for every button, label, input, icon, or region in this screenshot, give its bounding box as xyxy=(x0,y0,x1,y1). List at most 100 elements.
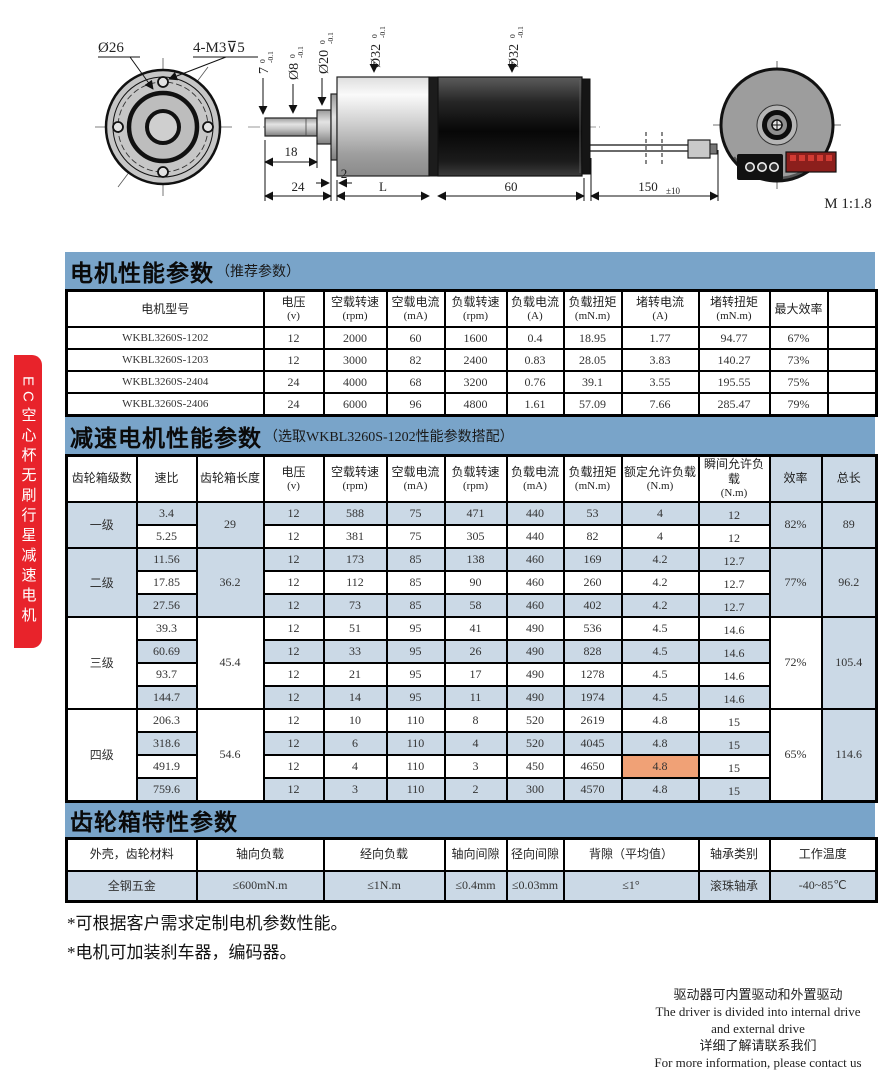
cell: 15 xyxy=(697,776,771,803)
footnote: *电机可加装刹车器，编码器。 xyxy=(67,942,297,962)
cell-empty xyxy=(826,370,878,394)
cell: 3 xyxy=(443,753,508,779)
cell: 6000 xyxy=(322,392,388,417)
table-row: 二级 11.56 36.2 12 173 85 138 460 169 4.2 … xyxy=(65,546,878,618)
cell: 60 xyxy=(385,326,446,350)
cell: 300 xyxy=(505,776,565,803)
cell: 4.5 xyxy=(620,661,700,687)
cell: 15 xyxy=(697,707,771,733)
cell: 滚珠轴承 xyxy=(697,869,771,903)
cell-efficiency: 65% xyxy=(768,707,823,803)
cell: 173 xyxy=(322,546,388,572)
dim-60-label: 60 xyxy=(505,179,518,194)
cell: 4 xyxy=(620,500,700,526)
dim-24-label: 24 xyxy=(292,179,306,194)
cell: 4800 xyxy=(443,392,508,417)
cell: 11.56 xyxy=(135,546,198,572)
horizontal-dims xyxy=(264,140,719,201)
cell-stage: 四级 xyxy=(65,707,138,803)
cell: 85 xyxy=(385,546,446,572)
gearbox-characteristics-table: 外壳，齿轮材料 轴向负载 经向负载 轴向间隙 径向间隙 背隙（平均值） 轴承类别… xyxy=(65,836,878,903)
cell: 12 xyxy=(262,592,325,618)
cell: 4650 xyxy=(562,753,623,779)
header-row: 齿轮箱级数 速比 齿轮箱长度 电压 (v) 空载转速 (rpm) 空载电流 (mA) … xyxy=(65,454,878,503)
cell: 2 xyxy=(443,776,508,803)
cell: 520 xyxy=(505,707,565,733)
svg-text:Ø32: Ø32 xyxy=(507,44,522,68)
cell-stage: 三级 xyxy=(65,615,138,710)
table-row: 5.25 12 381 75 305 440 82 4 12 xyxy=(67,523,877,549)
cell: 402 xyxy=(562,592,623,618)
cell: 10 xyxy=(322,707,388,733)
cell: 15 xyxy=(697,730,771,756)
dim-2-label: 2 xyxy=(341,166,348,181)
cell-total-length: 96.2 xyxy=(820,546,878,618)
cell: 490 xyxy=(505,661,565,687)
driver-note: 驱动器可内置驱动和外置驱动 The driver is divided into… xyxy=(624,986,892,1071)
cell: 12 xyxy=(262,569,325,595)
footnote: *可根据客户需求定制电机参数性能。 xyxy=(67,913,348,933)
cell-gearbox-length: 29 xyxy=(195,500,265,549)
cell: 12 xyxy=(262,730,325,756)
cell: 110 xyxy=(385,776,446,803)
svg-text:-0.1: -0.1 xyxy=(378,26,387,38)
cell: 450 xyxy=(505,753,565,779)
cell: 110 xyxy=(385,730,446,756)
header-cell: 电机型号 xyxy=(65,289,265,328)
cell: 12 xyxy=(262,638,325,664)
screw-hole xyxy=(157,76,169,88)
cell-gearbox-length: 54.6 xyxy=(195,707,265,803)
cell: ≤0.4mm xyxy=(443,869,508,903)
svg-text:-0.1: -0.1 xyxy=(296,46,305,58)
table-row: 四级 206.3 54.6 12 10 110 8 520 2619 4.8 1… xyxy=(65,707,878,803)
cell: 39.3 xyxy=(135,615,198,641)
cell: 169 xyxy=(562,546,623,572)
gearmotor-performance-table: 齿轮箱级数 速比 齿轮箱长度 电压 (v) 空载转速 (rpm) 空载电流 (mA) … xyxy=(65,454,878,803)
cell: 3 xyxy=(322,776,388,803)
cell: 12 xyxy=(262,546,325,572)
header-cell: 负载电流 (A) xyxy=(505,289,565,328)
cell: 82 xyxy=(385,348,446,372)
cell: 3.83 xyxy=(620,348,700,372)
cell: 68 xyxy=(385,370,446,394)
header-cell: 轴向负载 xyxy=(195,837,325,872)
cell: 12 xyxy=(262,707,325,733)
header-cell: 经向负载 xyxy=(322,837,446,872)
driver-note-line: For more information, please contact us xyxy=(654,1055,862,1070)
svg-text:Ø20: Ø20 xyxy=(317,50,332,74)
cable-connector xyxy=(687,139,711,159)
cell: 4570 xyxy=(562,776,623,803)
cell: 110 xyxy=(385,753,446,779)
cell: 12 xyxy=(262,684,325,710)
cell: 18.95 xyxy=(562,326,623,350)
cell: 67% xyxy=(768,326,829,350)
table-row: 144.7 12 14 95 11 490 1974 4.5 14.6 xyxy=(67,684,877,710)
cell: 95 xyxy=(385,684,446,710)
section-title-gearmotor-performance: 减速电机性能参数 （选取WKBL3260S-1202性能参数搭配） xyxy=(65,417,875,454)
table-row: WKBL3260S-1203 12 3000 82 2400 0.83 28.0… xyxy=(65,348,878,372)
cell: 0.83 xyxy=(505,348,565,372)
cell: 1.77 xyxy=(620,326,700,350)
cell: 490 xyxy=(505,638,565,664)
cell: 12 xyxy=(697,500,771,526)
section-title: 齿轮箱特性参数 xyxy=(70,808,238,835)
dim-d32-motor: Ø32 0 -0.1 xyxy=(507,26,525,68)
shaft-boss xyxy=(316,109,332,145)
footnotes: *可根据客户需求定制电机参数性能。 *电机可加装刹车器，编码器。 xyxy=(67,909,875,967)
cell: 0.76 xyxy=(505,370,565,394)
header-cell: 背隙（平均值） xyxy=(562,837,700,872)
svg-text:Ø8: Ø8 xyxy=(287,63,302,80)
cell: 12 xyxy=(262,615,325,641)
cell: 260 xyxy=(562,569,623,595)
cell-gearbox-length: 36.2 xyxy=(195,546,265,618)
cell: 28.05 xyxy=(562,348,623,372)
svg-text:-0.1: -0.1 xyxy=(266,51,275,63)
section-title-gearbox-characteristics: 齿轮箱特性参数 xyxy=(65,802,875,837)
cell: 17.85 xyxy=(135,569,198,595)
cell: 75 xyxy=(385,523,446,549)
cell: 12.7 xyxy=(697,592,771,618)
gearbox-body xyxy=(336,76,430,177)
header-cell: 负载电流 (mA) xyxy=(505,454,565,503)
svg-text:0: 0 xyxy=(288,54,297,58)
